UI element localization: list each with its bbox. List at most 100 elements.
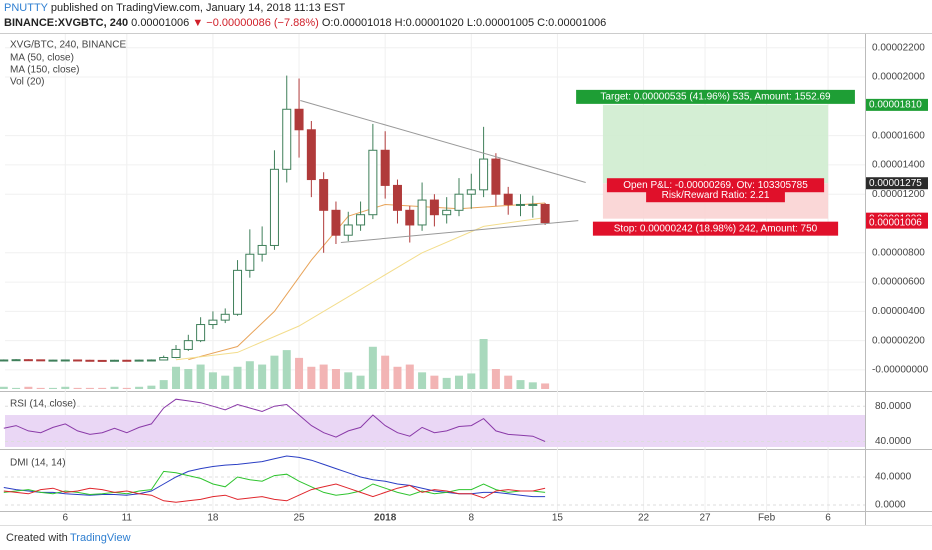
volume-bar [319, 364, 328, 389]
candle-body [85, 359, 95, 362]
price-tag-bg [866, 177, 928, 190]
published: published on TradingView.com, January 14… [50, 2, 346, 14]
target-label: Target: 0.00000535 (41.96%) 535, Amount:… [600, 92, 831, 103]
volume-bar [196, 364, 205, 389]
candle-body [356, 214, 366, 226]
volume-bar [270, 355, 279, 389]
volume-bar [491, 369, 500, 389]
y-tick-label: 0.00002200 [872, 42, 925, 53]
ratio-label: Risk/Reward Ratio: 2.21 [662, 190, 770, 201]
candle-body [466, 189, 476, 195]
candle-body [134, 359, 144, 362]
pane-title: RSI (14, close) [10, 399, 76, 410]
ratio-label-bg [646, 188, 785, 203]
candle-body [23, 359, 33, 362]
y-tick-label: 0.0000 [875, 500, 906, 511]
candle-body [454, 193, 464, 211]
y-tick-label: 0.00000800 [872, 247, 925, 258]
candle-body [11, 359, 21, 362]
x-tick-label: 25 [293, 513, 305, 524]
candle-body [331, 209, 341, 236]
target-label-bg [576, 89, 855, 104]
candle-body [319, 179, 329, 211]
volume-bar [504, 375, 513, 389]
volume-bar [48, 387, 57, 389]
volume-bar [307, 366, 316, 389]
volume-bar [221, 375, 230, 389]
price-tag: 0.00001006 [869, 217, 922, 228]
volume-bar [331, 369, 340, 389]
x-tick-label: Feb [758, 513, 776, 524]
candle-body [220, 313, 230, 321]
pane-title: XVG/BTC, 240, BINANCE [10, 40, 126, 51]
candle-body [0, 359, 9, 362]
volume-bar [85, 387, 94, 389]
publish-line: PNUTTY published on TradingView.com, Jan… [4, 2, 345, 14]
volume-bar [430, 375, 439, 389]
volume-bar [418, 372, 427, 389]
volume-bar [479, 339, 488, 389]
candle-body [294, 108, 304, 131]
x-tick-label: 2018 [374, 513, 397, 524]
volume-bar [135, 386, 144, 389]
price-tag-bg [866, 216, 928, 229]
y-tick-label: 0.00000600 [872, 277, 925, 288]
legend-entry: Vol (20) [10, 77, 44, 88]
volume-bar [172, 366, 181, 389]
ma-line [175, 217, 546, 361]
candle-body [368, 149, 378, 216]
volume-bar [541, 383, 550, 389]
volume-bar [24, 386, 33, 389]
volume-bar [467, 373, 476, 389]
candle-body [306, 129, 316, 181]
candle-body [417, 199, 427, 226]
pane-title: DMI (14, 14) [10, 458, 66, 469]
y-tick-label: 40.0000 [875, 436, 912, 447]
candle-body [516, 203, 526, 206]
price-tag-bg [866, 98, 928, 111]
volume-bar [442, 377, 451, 389]
indicator-line [3, 455, 546, 498]
y-tick-label: 0.00000200 [872, 335, 925, 346]
brand[interactable]: TradingView [70, 532, 131, 544]
volume-bar [12, 387, 21, 389]
candle-body [392, 184, 402, 211]
author[interactable]: PNUTTY [4, 2, 48, 14]
y-tick-label: -0.00000000 [872, 365, 929, 376]
pnl-label: Open P&L: -0.00000269, Qty: 103305785 [623, 180, 808, 191]
volume-bar [184, 369, 193, 389]
volume-bar [282, 350, 291, 389]
candle-body [159, 356, 169, 361]
candle-body [343, 224, 353, 236]
indicator-line [3, 398, 546, 442]
volume-bar [245, 361, 254, 389]
volume-bar [344, 372, 353, 389]
trendline [340, 220, 579, 243]
candle-body [442, 209, 452, 216]
candle-body [269, 168, 279, 246]
volume-bar [258, 364, 267, 389]
candle-body [540, 203, 550, 224]
x-tick-label: 27 [699, 513, 711, 524]
volume-bar [208, 372, 217, 389]
ohlc: O:0.00001018 H:0.00001020 L:0.00001005 C… [321, 17, 607, 29]
last-price: 0.00001006 [131, 17, 190, 29]
rsi-band [5, 415, 865, 447]
x-tick-label: 6 [825, 513, 831, 524]
volume-bar [528, 382, 537, 389]
volume-bar [356, 375, 365, 389]
candle-body [503, 193, 513, 205]
symbol: BINANCE:XVGBTC, 240 [4, 17, 129, 29]
candle-body [73, 359, 83, 362]
candle-body [183, 340, 193, 350]
volume-bar [368, 346, 377, 389]
candle-body [48, 359, 58, 362]
volume-bar [36, 387, 45, 389]
candle-body [479, 158, 489, 191]
y-tick-label: 0.00002000 [872, 72, 925, 83]
x-tick-label: 18 [207, 513, 219, 524]
stop-label-bg [592, 221, 839, 236]
x-tick-label: 15 [552, 513, 564, 524]
profit-zone [602, 104, 829, 184]
